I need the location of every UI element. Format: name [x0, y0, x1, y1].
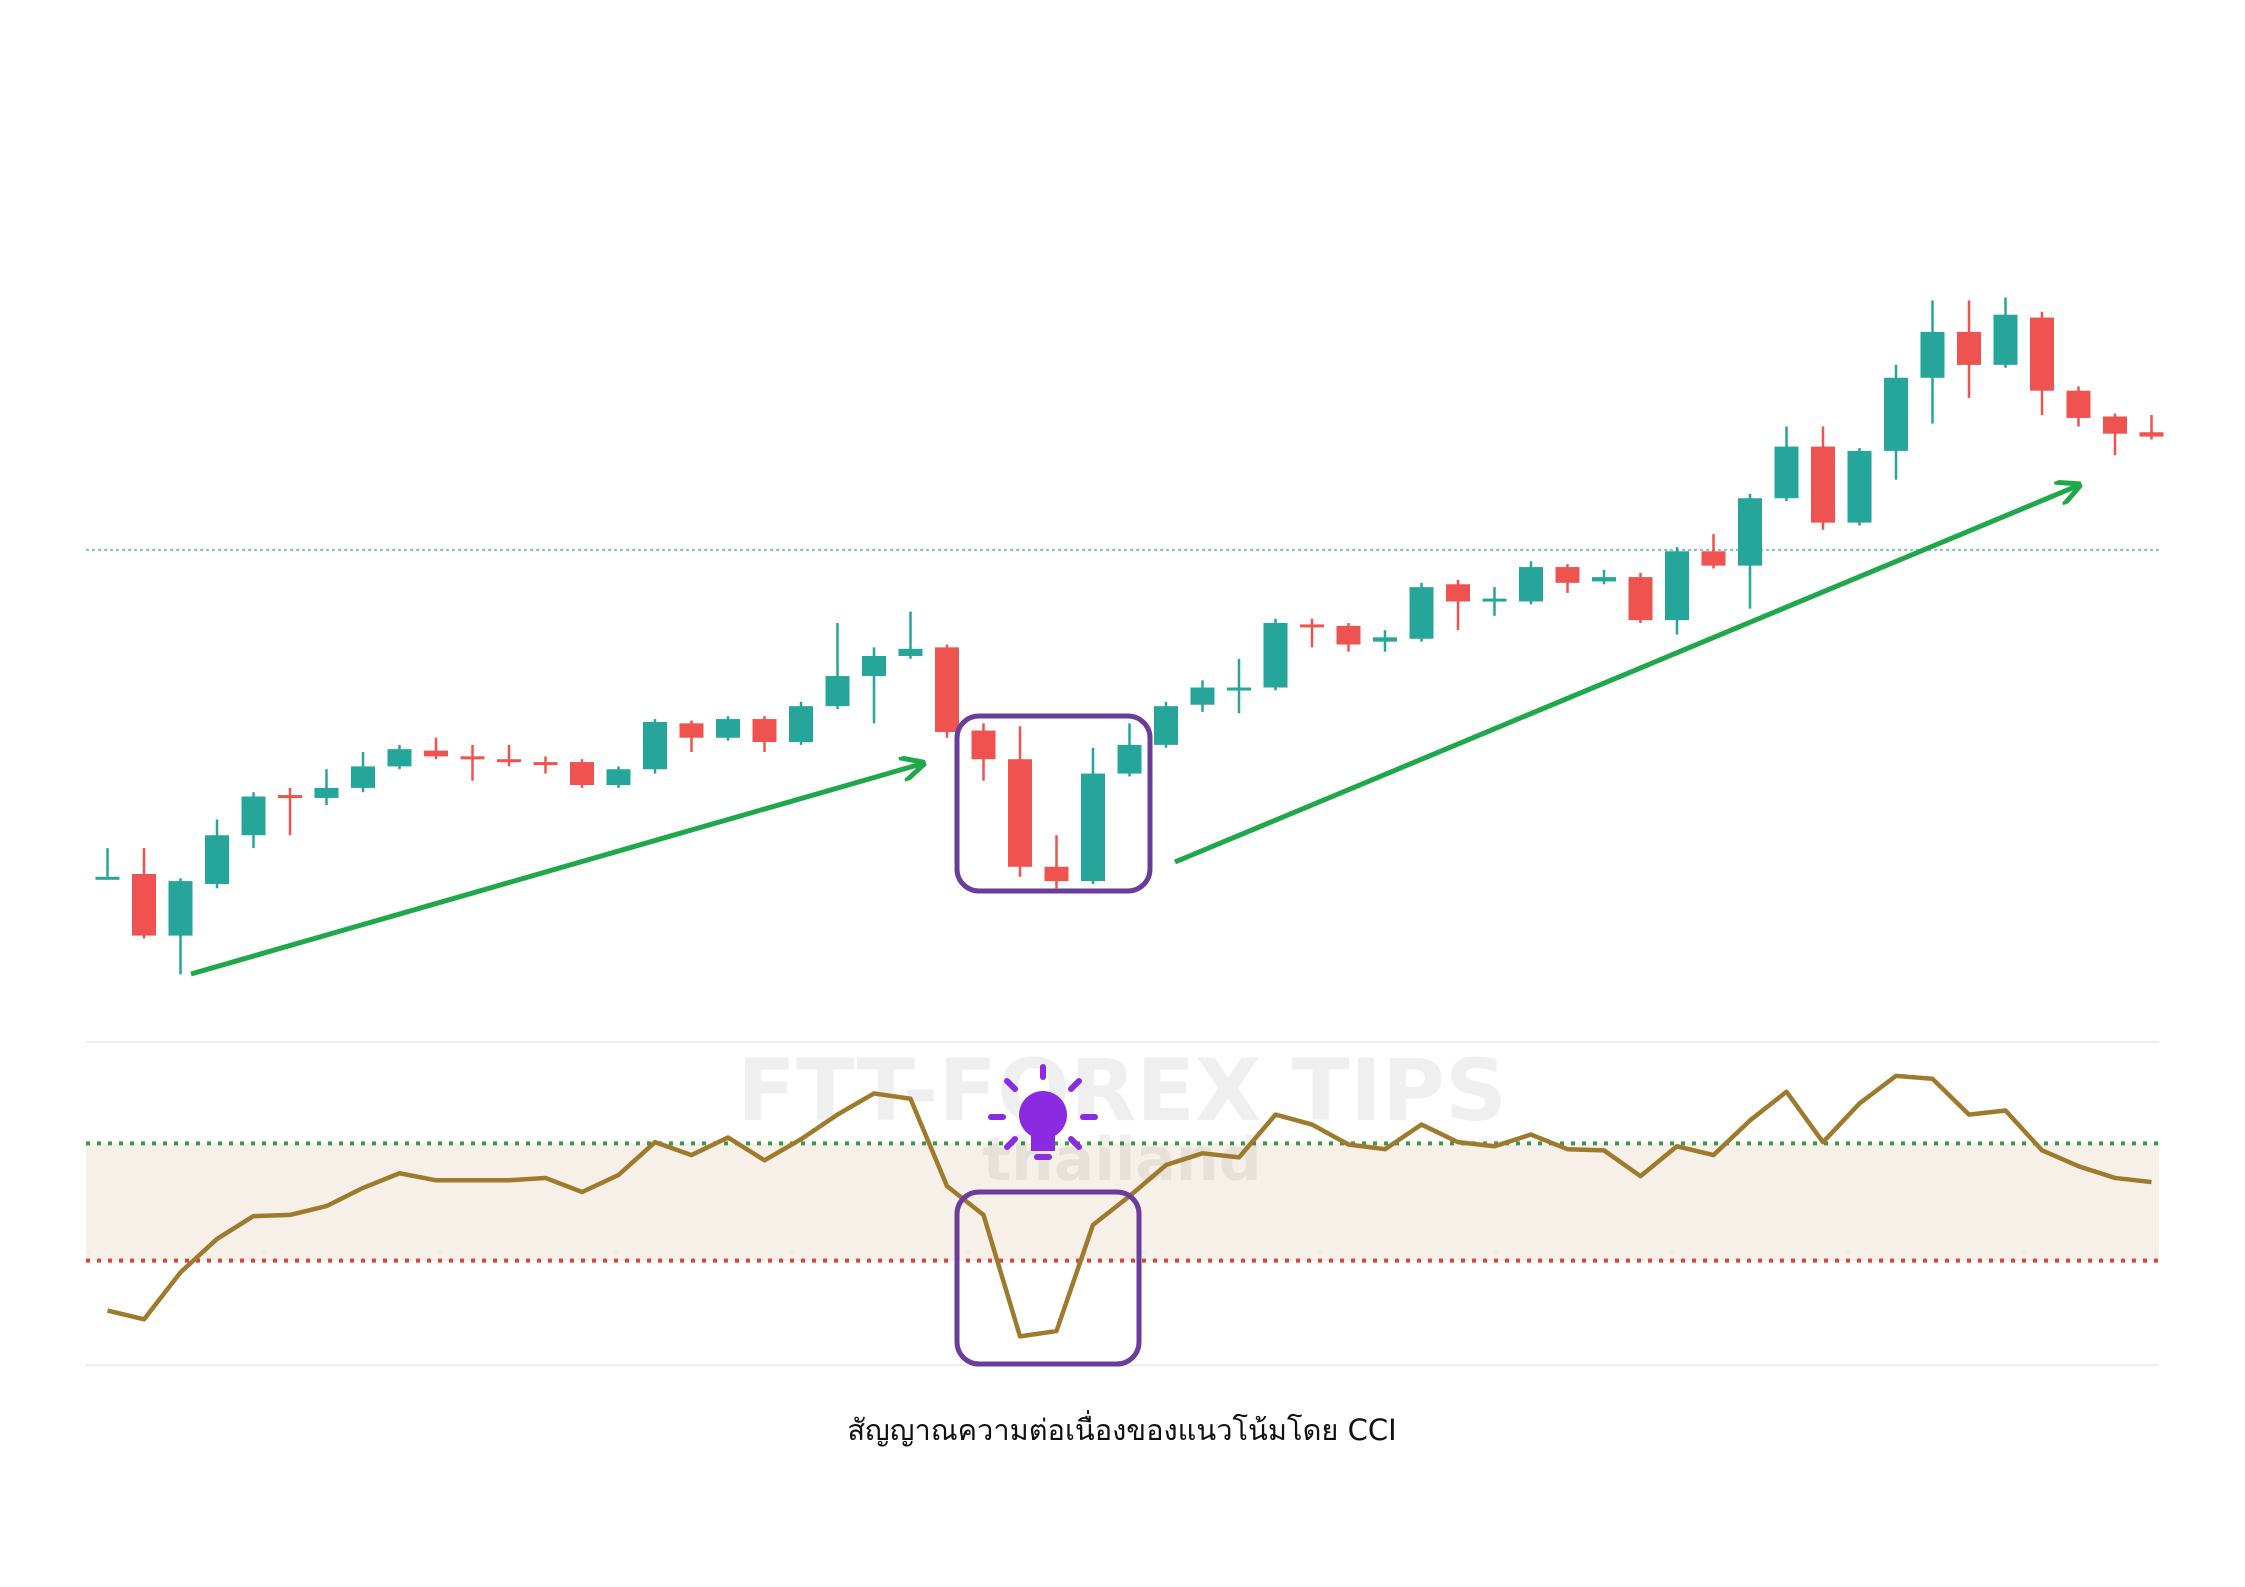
candle-body — [1373, 637, 1397, 642]
candle-body — [314, 787, 339, 798]
candle-body — [1008, 759, 1032, 867]
candle-body — [1920, 331, 1945, 378]
candle-body — [1227, 687, 1251, 691]
candle-body — [1811, 446, 1835, 523]
candle-body — [387, 749, 412, 767]
candle-body — [679, 723, 704, 738]
watermark: FTT-FOREX TIPS — [737, 1041, 1507, 1141]
candle-body — [1701, 551, 1726, 566]
marks-layer — [95, 297, 2164, 1339]
candle-body — [205, 835, 229, 884]
candle-body — [1300, 624, 1324, 628]
candle-body — [278, 795, 302, 799]
candle-body — [643, 721, 667, 770]
candle-body — [1154, 706, 1178, 745]
candle-body — [1628, 577, 1653, 621]
trend-arrow — [190, 764, 921, 977]
candle-body — [1847, 450, 1872, 523]
candle-body — [424, 750, 448, 757]
candle-body — [132, 873, 156, 936]
candle-body — [825, 676, 850, 707]
candle-body — [1993, 314, 2018, 365]
candle-body — [606, 769, 631, 786]
highlight-box — [954, 1189, 1142, 1367]
candle-body — [570, 762, 594, 786]
candle-body — [1263, 622, 1288, 688]
candle-body — [241, 796, 266, 836]
candle-body — [1336, 625, 1361, 645]
candle-body — [752, 719, 777, 743]
trend-arrow — [1174, 486, 2077, 865]
candle-body — [971, 730, 996, 760]
candle-body — [1592, 577, 1616, 582]
highlight-box — [954, 713, 1153, 894]
candle-body — [1884, 377, 1908, 451]
background-layer — [86, 548, 2159, 1366]
candle-body — [1555, 567, 1580, 583]
candle-body — [1482, 598, 1507, 602]
candle-body — [1409, 587, 1434, 639]
candle-body — [168, 881, 193, 936]
candle-body — [1117, 744, 1142, 774]
candle-body — [935, 647, 959, 732]
candle-body — [1957, 331, 1981, 365]
candle-body — [2030, 317, 2054, 391]
candle-body — [1774, 446, 1799, 499]
bulb-icon — [988, 1064, 1098, 1160]
candle-body — [862, 655, 886, 677]
candle-body — [716, 719, 740, 738]
candle-body — [1665, 551, 1689, 621]
candle-body — [789, 706, 813, 743]
candle-body — [1190, 687, 1215, 705]
candle-body — [2139, 432, 2164, 437]
candle-body — [351, 766, 375, 788]
watermark: thailand — [982, 1125, 1261, 1195]
candle-body — [2103, 416, 2127, 434]
candle-body — [1446, 584, 1470, 602]
candle-body — [1519, 567, 1543, 602]
candle-body — [95, 876, 120, 880]
candle-body — [1044, 866, 1069, 882]
candle-body — [460, 756, 485, 760]
caption: สัญญาณความต่อเนื่องของแนวโน้มโดย CCI — [847, 1410, 1396, 1447]
candle-body — [1081, 773, 1105, 882]
candle-body — [1738, 498, 1762, 566]
candle-body — [533, 762, 558, 766]
candle-body — [2066, 390, 2091, 418]
candle-body — [898, 648, 923, 656]
candle-body — [497, 759, 521, 763]
